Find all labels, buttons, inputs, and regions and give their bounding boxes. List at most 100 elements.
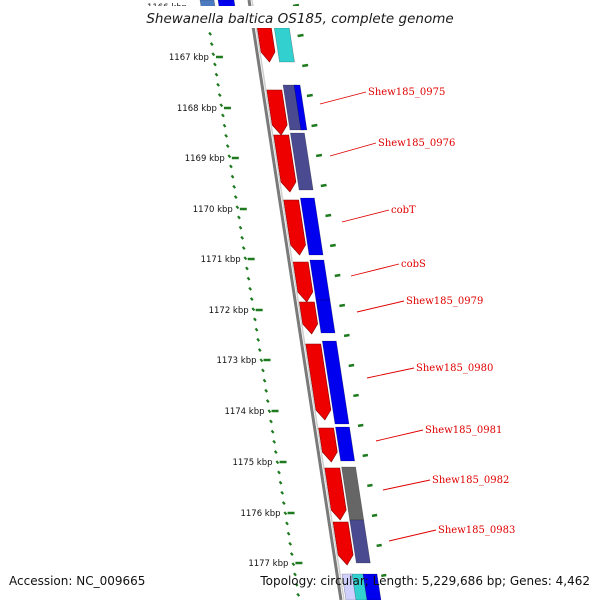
gene-label: Shew185_0983 <box>438 525 515 536</box>
gene-leader-line <box>329 142 377 157</box>
ruler-minor-tick <box>245 266 249 271</box>
ruler-minor-tick <box>232 184 236 189</box>
ruler-minor-tick <box>281 501 286 505</box>
ruler-minor-tick <box>237 215 241 220</box>
ruler-minor-tick <box>214 72 219 77</box>
ruler-minor-tick <box>289 552 294 556</box>
ruler-minor-tick <box>238 225 243 230</box>
ruler-minor-tick <box>253 317 257 322</box>
gene-label: Shew185_0976 <box>378 138 455 149</box>
ruler-inner-tick <box>370 513 378 518</box>
ruler-label: 1173 kbp <box>216 356 256 366</box>
gene-segment <box>300 197 324 256</box>
ruler-inner-tick <box>334 273 341 278</box>
gene-label: Shew185_0980 <box>416 363 493 374</box>
ruler-minor-tick <box>230 174 235 179</box>
gene-leader-line <box>350 263 400 277</box>
gene-bottom-pale-segment <box>341 573 357 600</box>
ruler-minor-tick <box>235 205 240 210</box>
ruler-minor-tick <box>293 572 297 577</box>
ruler-minor-tick <box>254 327 259 332</box>
ruler-inner-tick <box>366 483 373 488</box>
ruler-label: 1175 kbp <box>232 458 272 468</box>
ruler-minor-tick <box>285 521 289 526</box>
ruler-minor-tick <box>272 439 277 444</box>
ruler-minor-tick <box>222 123 227 128</box>
ruler-inner-tick <box>329 243 336 248</box>
gene-segment <box>315 299 336 334</box>
ruler-minor-tick <box>221 113 225 118</box>
ruler-inner-tick <box>306 93 313 98</box>
gene-segment <box>321 340 350 425</box>
ruler-minor-tick <box>269 419 273 424</box>
gene-label: cobT <box>391 205 416 216</box>
ruler-minor-tick <box>291 562 296 567</box>
gene-arrow-forward <box>292 261 314 303</box>
ruler-inner-tick <box>320 183 327 188</box>
gene-segment <box>290 132 314 191</box>
gene-leader-line <box>388 529 437 542</box>
map-title: Shewanella baltica OS185, complete genom… <box>146 11 453 27</box>
gene-leader-line <box>366 367 415 379</box>
ruler-minor-tick <box>262 378 267 383</box>
ruler-minor-tick <box>259 358 264 363</box>
ruler-inner-tick <box>380 573 387 578</box>
gene-label: cobS <box>401 259 426 270</box>
gene-segment <box>349 519 371 564</box>
ruler-minor-tick <box>240 235 245 240</box>
ruler-inner-tick <box>324 213 332 218</box>
ruler-minor-tick <box>248 286 253 291</box>
ruler-minor-tick <box>296 592 301 597</box>
ruler-minor-tick <box>286 531 291 536</box>
gene-label: Shew185_0981 <box>425 425 502 436</box>
ruler-ticks <box>203 1 387 597</box>
ruler-label: 1174 kbp <box>224 407 264 417</box>
gene-leader-line <box>356 300 405 313</box>
ruler-minor-tick <box>208 31 212 36</box>
ruler-inner-tick <box>361 453 369 458</box>
ruler-minor-tick <box>265 399 270 403</box>
gene-features <box>199 0 382 600</box>
ruler-minor-tick <box>273 450 278 454</box>
gene-label: Shew185_0982 <box>432 475 509 486</box>
gene-arrow-forward <box>283 199 306 256</box>
genome-backbone <box>247 0 343 600</box>
ruler-label: 1172 kbp <box>209 306 249 316</box>
ruler-minor-tick <box>261 368 265 373</box>
ruler-label: 1170 kbp <box>193 205 233 215</box>
ruler-minor-tick <box>219 103 224 108</box>
ruler-minor-tick <box>277 470 281 475</box>
ruler-minor-tick <box>246 276 251 281</box>
gene-arrow-forward <box>298 301 318 335</box>
ruler-minor-tick <box>229 164 233 169</box>
ruler-minor-tick <box>233 195 238 199</box>
ruler-label: 1167 kbp <box>169 53 209 63</box>
ruler-minor-tick <box>288 541 293 546</box>
gene-labels: Shew185_0975 Shew185_0976 cobT cobS Shew185_… <box>319 87 515 542</box>
gene-arrow-forward <box>332 521 354 566</box>
ruler-minor-tick <box>294 582 299 587</box>
ruler-minor-tick <box>257 348 262 352</box>
ruler-minor-tick <box>211 52 216 57</box>
ruler-label: 1169 kbp <box>185 154 225 164</box>
gene-arrow-forward <box>266 89 288 136</box>
ruler-minor-tick <box>225 144 230 148</box>
ruler-inner-tick <box>357 423 364 428</box>
gene-label: Shew185_0975 <box>368 87 445 98</box>
ruler-inner-tick <box>338 303 346 308</box>
ruler-minor-tick <box>278 480 283 485</box>
gene-arrow-forward <box>318 427 338 463</box>
ruler-minor-tick <box>249 297 254 301</box>
ruler-minor-tick <box>267 409 272 414</box>
gene-arrow-forward <box>305 343 332 421</box>
accession-text: Accession: NC_009665 <box>9 574 146 588</box>
ruler-minor-tick <box>216 82 220 87</box>
ruler-inner-tick <box>347 363 355 368</box>
ruler-minor-tick <box>241 246 246 250</box>
ruler-minor-tick <box>213 62 217 67</box>
gene-leader-line <box>341 209 390 223</box>
ruler-minor-tick <box>264 388 269 393</box>
gene-label: Shew185_0979 <box>406 296 483 307</box>
ruler-label: 1177 kbp <box>248 559 288 569</box>
